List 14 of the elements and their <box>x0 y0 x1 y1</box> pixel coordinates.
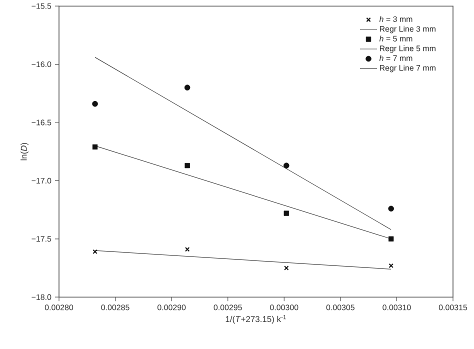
point <box>184 162 190 168</box>
point <box>388 206 394 212</box>
point <box>184 246 190 252</box>
point <box>284 162 290 168</box>
point <box>184 84 190 90</box>
point <box>92 100 98 107</box>
point <box>284 266 289 270</box>
point <box>92 144 98 150</box>
x-axis-title: 1/(T+273.15) k$^{-1}$ <box>226 315 286 324</box>
point <box>284 210 289 216</box>
point <box>92 249 98 254</box>
point <box>388 236 394 242</box>
y-axis-title: ln(D) <box>20 142 28 160</box>
point <box>388 263 394 268</box>
